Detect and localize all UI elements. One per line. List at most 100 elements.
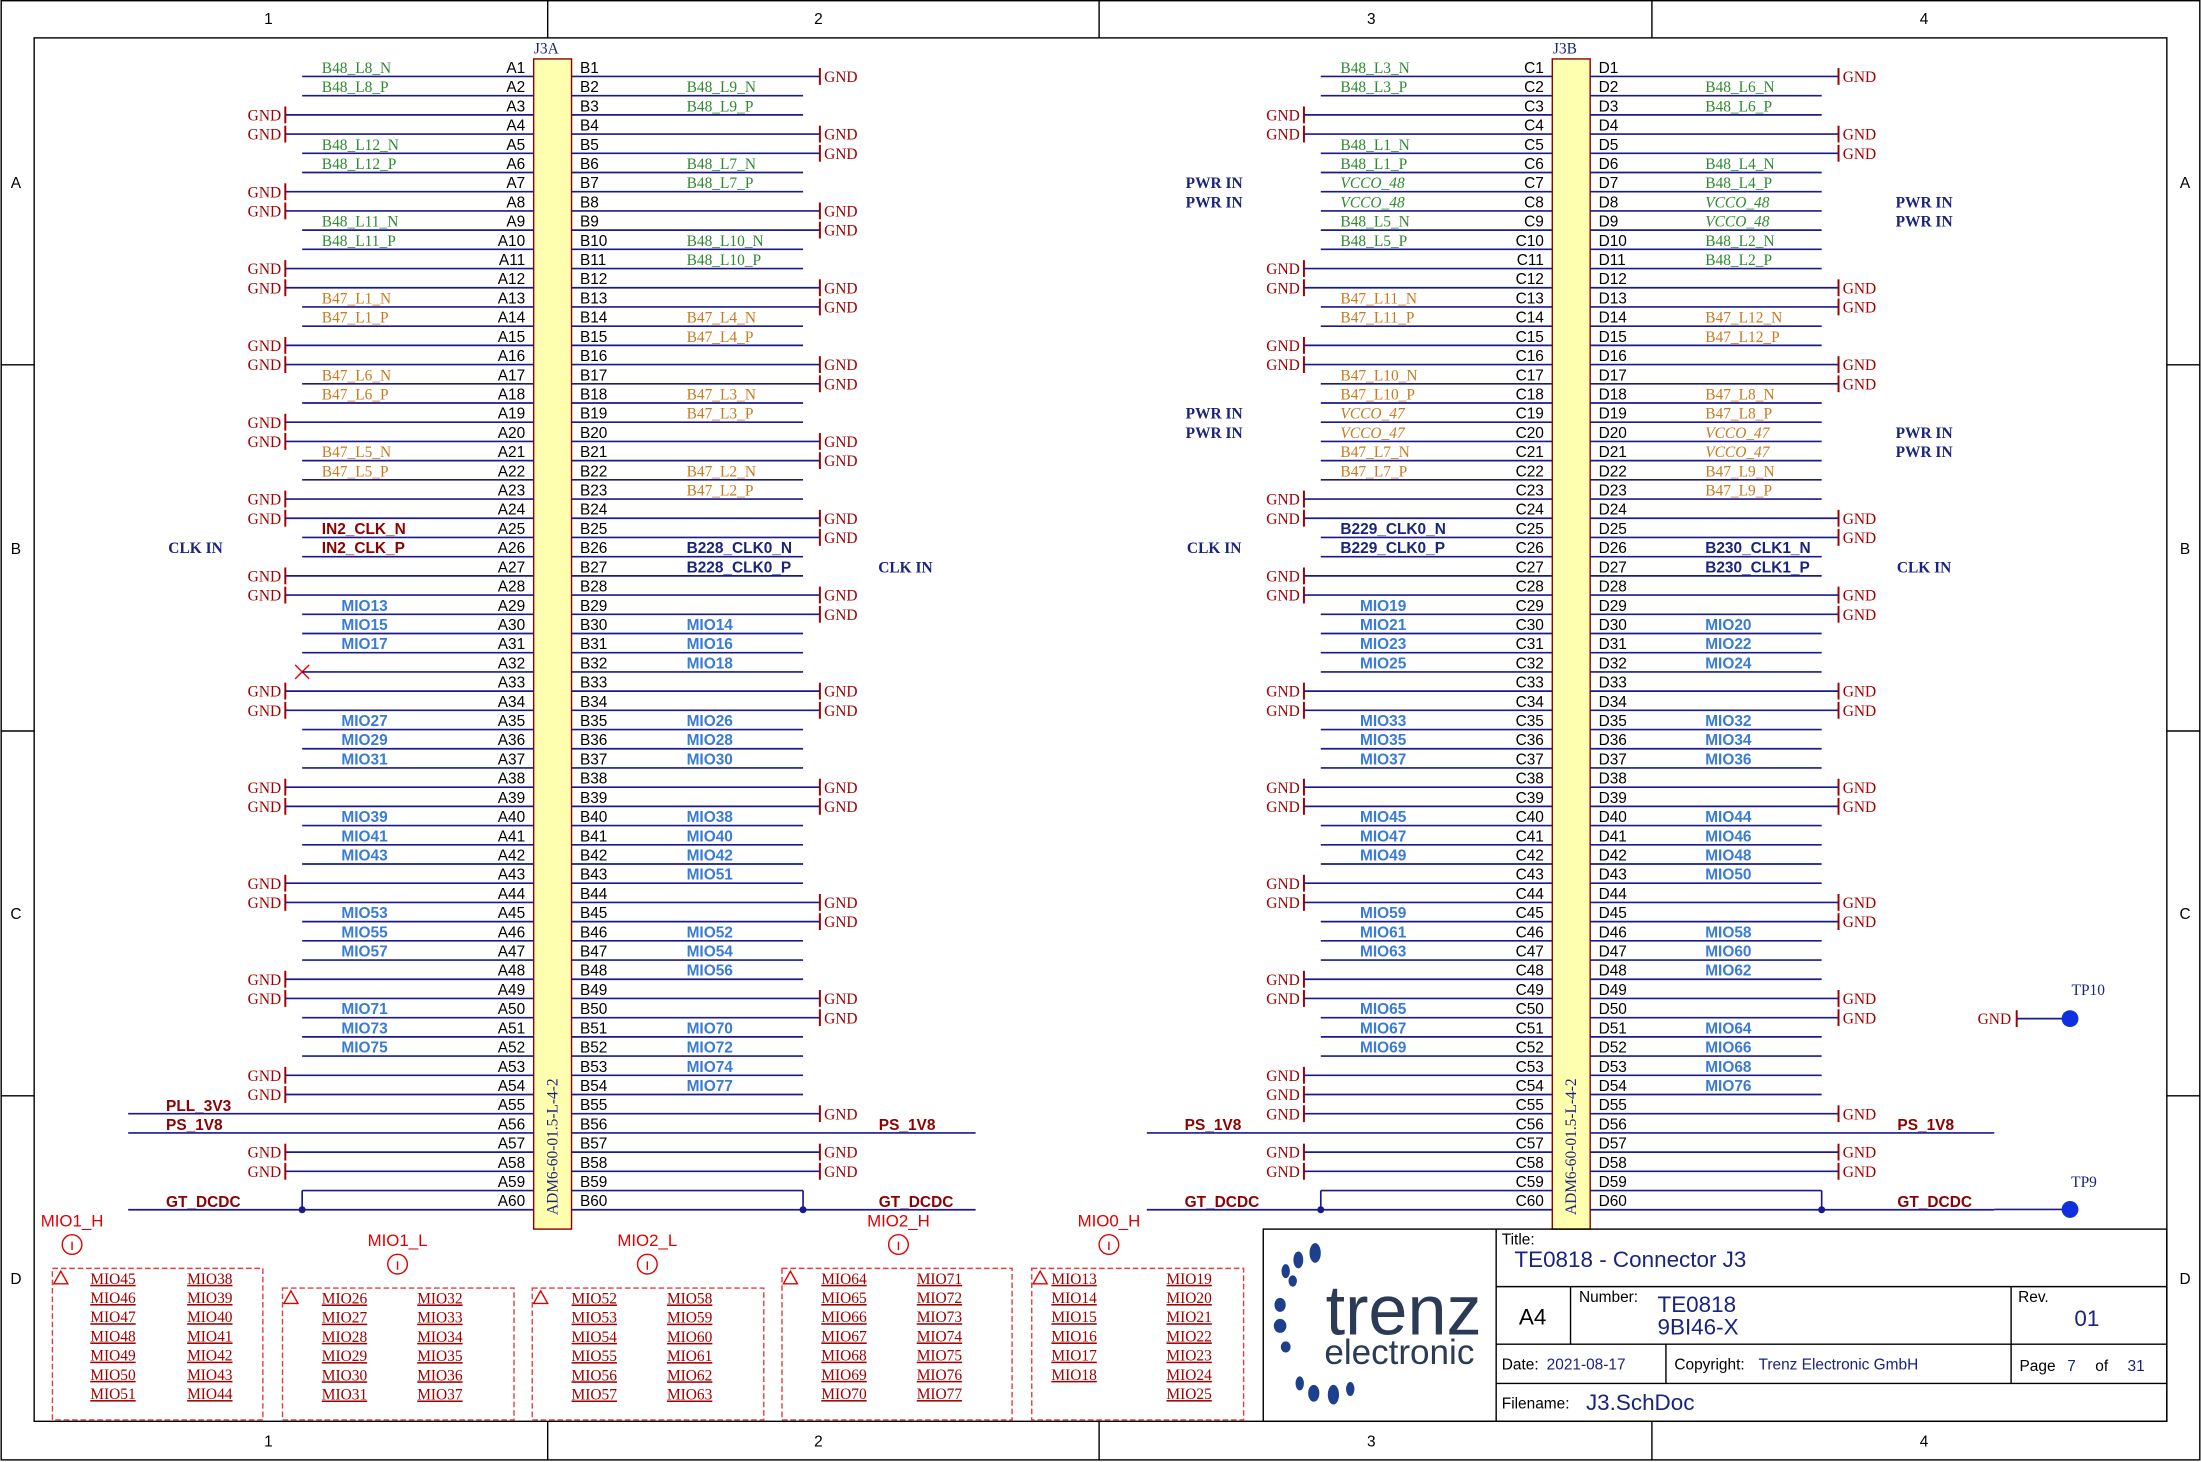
group-member: MIO69	[821, 1367, 867, 1384]
group-member: MIO15	[1051, 1309, 1097, 1326]
net-label: MIO58	[1705, 924, 1752, 941]
pin-number: C38	[1516, 771, 1544, 788]
net-label: GND	[824, 780, 857, 797]
zone-column-label: 1	[264, 1434, 273, 1451]
pin-number: C28	[1516, 579, 1544, 596]
group-member: MIO40	[187, 1309, 233, 1326]
group-member: MIO18	[1051, 1367, 1097, 1384]
net-label: IN2_CLK_N	[322, 521, 406, 538]
pin-number: C29	[1516, 598, 1544, 615]
pin-number: C5	[1524, 137, 1544, 154]
pin-number: C1	[1524, 60, 1544, 77]
pin-number: D30	[1599, 617, 1627, 634]
pin-number: C59	[1516, 1174, 1544, 1191]
pin-number: C55	[1516, 1097, 1544, 1114]
number-label: Number:	[1579, 1289, 1638, 1306]
net-label: GND	[1266, 568, 1299, 585]
group-name: MIO2_L	[617, 1231, 677, 1250]
zone-column-label: 2	[814, 11, 823, 28]
pin-number: A22	[498, 463, 525, 480]
connector-ref: J3B	[1553, 40, 1577, 57]
pin-number: C22	[1516, 463, 1544, 480]
pin-number: D14	[1599, 310, 1628, 327]
port-label: CLK IN	[168, 540, 222, 557]
group-member: MIO42	[187, 1348, 232, 1365]
pin-number: D45	[1599, 905, 1627, 922]
port-label: CLK IN	[1187, 540, 1241, 557]
pin-number: D29	[1599, 598, 1627, 615]
page-label: Page	[2020, 1358, 2056, 1375]
pin-number: C24	[1516, 502, 1545, 519]
net-label: GND	[1266, 684, 1299, 701]
net-label: GND	[1843, 1010, 1876, 1027]
pin-number: A59	[498, 1174, 525, 1191]
net-label: B47_L9_N	[1705, 463, 1774, 480]
pin-number: D37	[1599, 751, 1627, 768]
net-label: GND	[1266, 895, 1299, 912]
port-label: PWR IN	[1186, 425, 1243, 442]
pin-number: D5	[1599, 137, 1619, 154]
net-label: B48_L5_N	[1340, 214, 1409, 231]
group-member: MIO14	[1051, 1290, 1097, 1307]
pin-number: A8	[506, 194, 525, 211]
net-label: GND	[824, 684, 857, 701]
pin-number: B6	[580, 156, 599, 173]
net-label: GND	[248, 780, 281, 797]
pin-number: A10	[498, 233, 525, 250]
net-label: GND	[824, 914, 857, 931]
pin-number: A13	[498, 290, 525, 307]
net-label: GT_DCDC	[1897, 1194, 1972, 1211]
net-label: GND	[824, 223, 857, 240]
net-label: GND	[1843, 588, 1876, 605]
pin-number: A34	[498, 694, 526, 711]
port-label: PWR IN	[1186, 175, 1243, 192]
net-label: GND	[1266, 1106, 1299, 1123]
net-label: GND	[824, 434, 857, 451]
pin-number: B31	[580, 636, 607, 653]
pin-number: D10	[1599, 233, 1627, 250]
net-label: GND	[248, 511, 281, 528]
pin-number: D19	[1599, 406, 1627, 423]
group-member: MIO70	[821, 1386, 867, 1403]
group-member: MIO13	[1051, 1271, 1097, 1288]
group-name: MIO1_L	[368, 1231, 428, 1250]
pin-number: B52	[580, 1040, 607, 1057]
net-label: GND	[1843, 895, 1876, 912]
rev-label: Rev.	[2018, 1289, 2049, 1306]
net-label: VCCO_47	[1705, 444, 1771, 461]
tp-ref: TP10	[2072, 982, 2106, 999]
net-label: GND	[248, 1068, 281, 1085]
pin-number: B57	[580, 1136, 607, 1153]
pin-number: C47	[1516, 944, 1544, 961]
pin-number: B22	[580, 463, 607, 480]
net-label: MIO66	[1705, 1040, 1752, 1057]
pin-number: A3	[506, 98, 525, 115]
pin-number: B50	[580, 1001, 607, 1018]
pin-number: C58	[1516, 1155, 1544, 1172]
logo-tagline: electronic	[1324, 1333, 1474, 1372]
pin-number: A1	[506, 60, 525, 77]
net-label: VCCO_48	[1340, 194, 1405, 211]
net-label: MIO51	[687, 867, 734, 884]
pin-number: B21	[580, 444, 607, 461]
net-label: B230_CLK1_P	[1705, 559, 1810, 576]
net-label: MIO71	[341, 1001, 388, 1018]
pin-number: D42	[1599, 847, 1627, 864]
net-label: GND	[824, 453, 857, 470]
pin-number: C17	[1516, 367, 1544, 384]
group-member: MIO66	[821, 1309, 867, 1326]
pin-number: C37	[1516, 751, 1544, 768]
pin-number: C12	[1516, 271, 1544, 288]
net-label: MIO48	[1705, 847, 1752, 864]
net-label: GND	[1843, 376, 1876, 393]
pin-number: C26	[1516, 540, 1544, 557]
pin-number: D31	[1599, 636, 1627, 653]
group-member: MIO44	[187, 1386, 233, 1403]
group-member: MIO74	[917, 1328, 963, 1345]
pin-number: D27	[1599, 559, 1627, 576]
pin-number: B60	[580, 1193, 607, 1210]
net-label: GND	[1843, 300, 1876, 317]
pin-number: C20	[1516, 425, 1544, 442]
port-label: PWR IN	[1896, 214, 1953, 231]
port-label: PWR IN	[1896, 444, 1953, 461]
